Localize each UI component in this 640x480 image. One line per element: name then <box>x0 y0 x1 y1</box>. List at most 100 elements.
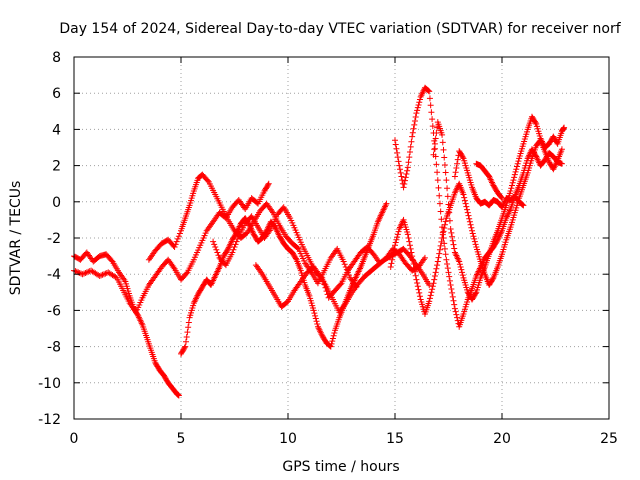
data-point <box>442 218 449 225</box>
data-point <box>404 167 411 174</box>
data-point <box>394 154 401 161</box>
data-point <box>401 181 408 188</box>
data-point <box>459 269 466 276</box>
y-tick-label: -4 <box>47 267 61 283</box>
data-point <box>442 169 449 176</box>
data-point <box>215 252 222 259</box>
data-point <box>312 315 319 322</box>
data-point <box>448 229 455 236</box>
data-point <box>233 238 240 245</box>
data-point <box>519 201 526 208</box>
data-point <box>515 158 522 165</box>
y-tick-label: 0 <box>52 195 61 211</box>
data-point <box>394 149 401 156</box>
data-point <box>398 173 405 180</box>
data-point <box>330 332 337 339</box>
data-point <box>98 272 105 279</box>
data-points <box>71 84 568 399</box>
data-point <box>466 215 473 222</box>
data-point <box>444 185 451 192</box>
data-point <box>441 245 448 252</box>
data-point <box>453 311 460 318</box>
data-point <box>448 285 455 292</box>
data-point <box>401 177 408 184</box>
y-tick-label: 6 <box>52 86 61 102</box>
data-point <box>403 171 410 178</box>
data-point <box>405 159 412 166</box>
data-point <box>100 271 107 278</box>
data-point <box>446 209 453 216</box>
data-point <box>416 289 423 296</box>
data-point <box>389 253 396 260</box>
data-point <box>460 191 467 198</box>
y-tick-label: 4 <box>52 122 61 138</box>
data-point <box>340 258 347 265</box>
data-point <box>314 320 321 327</box>
data-point <box>558 160 565 167</box>
y-tick-label: -6 <box>47 303 61 319</box>
data-point <box>445 269 452 276</box>
x-tick-label: 10 <box>279 431 297 447</box>
data-point <box>174 235 181 242</box>
data-point <box>459 154 466 161</box>
data-point <box>234 235 241 242</box>
data-point <box>72 268 79 275</box>
data-point <box>439 131 446 138</box>
data-point <box>410 260 417 267</box>
data-point <box>426 295 433 302</box>
data-point <box>409 133 416 140</box>
data-point <box>310 307 317 314</box>
data-point <box>172 241 179 248</box>
data-point <box>446 277 453 284</box>
data-point <box>204 177 211 184</box>
data-point <box>553 139 560 146</box>
data-point <box>426 95 433 102</box>
data-point <box>471 238 478 245</box>
data-point <box>232 241 239 248</box>
data-point <box>469 230 476 237</box>
data-point <box>445 201 452 208</box>
data-point <box>388 260 395 267</box>
data-point <box>441 225 448 232</box>
data-point <box>409 257 416 264</box>
data-point <box>513 166 520 173</box>
data-point <box>407 245 414 252</box>
data-point <box>471 235 478 242</box>
data-point <box>182 338 189 345</box>
data-point <box>561 124 568 131</box>
data-point <box>416 293 423 300</box>
data-point <box>231 244 238 251</box>
data-point <box>426 298 433 305</box>
data-point <box>520 202 527 209</box>
data-point <box>406 242 413 249</box>
x-tick-label: 5 <box>177 431 186 447</box>
data-point <box>342 263 349 270</box>
data-point <box>468 224 475 231</box>
data-point <box>439 231 446 238</box>
data-point <box>413 110 420 117</box>
data-point <box>421 254 428 261</box>
data-point <box>446 273 453 280</box>
x-tick-label: 20 <box>493 431 511 447</box>
data-point <box>425 87 432 94</box>
data-point <box>513 163 520 170</box>
data-point <box>456 261 463 268</box>
series-arc2 <box>71 180 272 316</box>
x-tick-label: 15 <box>386 431 404 447</box>
data-point <box>434 258 441 265</box>
data-point <box>436 192 443 199</box>
data-point <box>429 283 436 290</box>
data-point <box>292 255 299 262</box>
y-tick-label: -8 <box>47 340 61 356</box>
data-point <box>265 180 272 187</box>
data-point <box>511 174 518 181</box>
data-point <box>440 228 447 235</box>
data-point <box>427 102 434 109</box>
data-point <box>112 273 119 280</box>
data-point <box>444 260 451 267</box>
data-point <box>514 160 521 167</box>
data-point <box>449 289 456 296</box>
data-point <box>391 245 398 252</box>
data-point <box>176 230 183 237</box>
data-point <box>327 343 334 350</box>
